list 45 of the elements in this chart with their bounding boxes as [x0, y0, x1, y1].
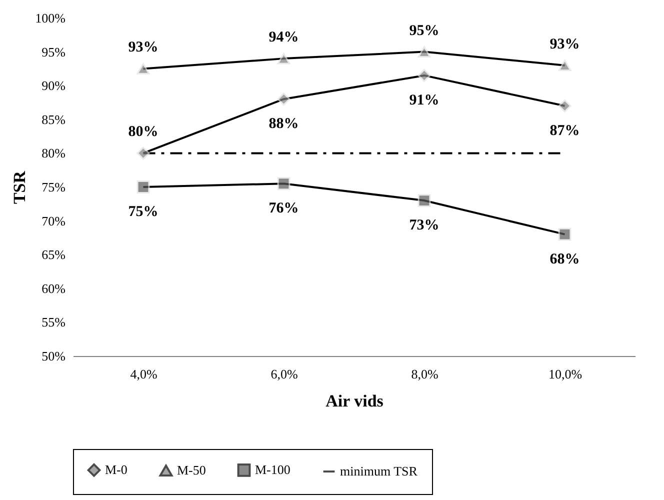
data-label: 95% [409, 22, 440, 39]
point [277, 177, 290, 190]
y-axis-title: TSR [10, 170, 30, 204]
y-tick-label: 65% [42, 247, 66, 262]
y-tick-label: 80% [42, 146, 66, 161]
point [558, 99, 572, 112]
legend-label: M-0 [105, 462, 128, 478]
x-tick-label: 8,0% [411, 366, 438, 382]
point [136, 146, 150, 160]
y-tick-label: 75% [42, 180, 66, 194]
point [558, 228, 572, 241]
data-label: 93% [128, 40, 158, 56]
point [136, 63, 150, 74]
data-label: 88% [268, 116, 299, 132]
x-tick-label: 6,0% [270, 366, 298, 382]
legend-label: M-100 [255, 462, 290, 478]
y-tick-label: 95% [42, 44, 66, 60]
legend-label: M-50 [177, 462, 206, 478]
point [277, 92, 290, 106]
y-tick-label: 60% [42, 280, 66, 296]
y-tick-label: 100% [35, 10, 66, 26]
data-label: 80% [128, 124, 158, 140]
x-tick-label: 10,0% [548, 366, 582, 382]
data-label: 94% [268, 30, 299, 46]
point [136, 180, 150, 194]
point [418, 194, 431, 207]
point [277, 52, 290, 64]
data-label: 68% [550, 251, 580, 268]
y-tick-label: 90% [42, 78, 66, 94]
y-tick-label: 70% [42, 213, 66, 228]
data-label: 76% [268, 200, 299, 217]
data-label: 91% [409, 92, 440, 108]
y-tick-label: 85% [42, 112, 66, 127]
y-tick-label: 50% [42, 348, 66, 364]
data-label: 87% [550, 122, 580, 139]
y-tick-label: 55% [42, 314, 66, 330]
data-label: 73% [409, 218, 440, 234]
data-label: 93% [550, 36, 580, 52]
point [558, 60, 572, 72]
legend-label: minimum TSR [340, 464, 418, 478]
point [418, 46, 431, 58]
point [418, 69, 431, 82]
x-axis-title: Air vids [326, 392, 384, 410]
data-label: 75% [128, 204, 158, 220]
x-tick-label: 4,0% [130, 366, 158, 382]
